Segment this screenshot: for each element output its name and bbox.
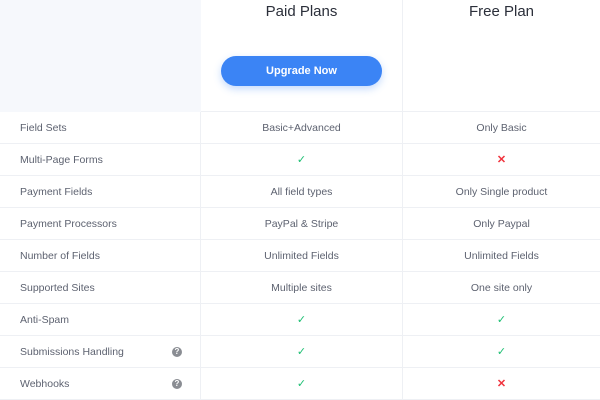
plans-header: Paid Plans Upgrade Now Free Plan — [0, 0, 600, 112]
free-cell: ✕ — [403, 144, 600, 175]
cell-value: Only Basic — [476, 121, 527, 134]
feature-cell: Anti-Spam — [0, 304, 201, 335]
feature-cell: Webhooks? — [0, 368, 201, 399]
cell-value: Only Paypal — [473, 217, 530, 230]
table-row: Submissions Handling? ✓ ✓ — [0, 336, 600, 368]
cell-value: Multiple sites — [271, 281, 332, 294]
cell-value: Only Single product — [455, 185, 548, 198]
check-icon: ✓ — [496, 314, 507, 326]
paid-cell: ✓ — [201, 336, 403, 367]
table-row: Anti-Spam ✓ ✓ — [0, 304, 600, 336]
table-row: Supported Sites Multiple sites One site on… — [0, 272, 600, 304]
cell-value: Unlimited Fields — [464, 249, 539, 262]
free-cell: ✕ — [403, 368, 600, 399]
free-cell: One site only — [403, 272, 600, 303]
header-spacer — [0, 0, 201, 112]
cell-value: All field types — [270, 185, 333, 198]
feature-label: Payment Fields — [20, 185, 93, 198]
upgrade-now-button[interactable]: Upgrade Now — [221, 56, 382, 86]
check-icon: ✓ — [296, 346, 307, 358]
cell-value: Basic+Advanced — [262, 121, 341, 134]
feature-cell: Supported Sites — [0, 272, 201, 303]
free-plan-column: Free Plan — [403, 0, 600, 112]
feature-cell: Payment Fields — [0, 176, 201, 207]
feature-label: Webhooks — [20, 377, 70, 390]
check-icon: ✓ — [296, 378, 307, 390]
feature-cell: Multi-Page Forms — [0, 144, 201, 175]
check-icon: ✓ — [496, 346, 507, 358]
feature-label: Number of Fields — [20, 249, 100, 262]
feature-label: Multi-Page Forms — [20, 153, 103, 166]
help-icon[interactable]: ? — [172, 379, 182, 389]
table-row: Multi-Page Forms ✓ ✕ — [0, 144, 600, 176]
cross-icon: ✕ — [496, 378, 507, 390]
feature-label: Supported Sites — [20, 281, 95, 294]
paid-cell: ✓ — [201, 144, 403, 175]
feature-cell: Submissions Handling? — [0, 336, 201, 367]
table-row: Webhooks? ✓ ✕ — [0, 368, 600, 400]
paid-cell: All field types — [201, 176, 403, 207]
paid-cell: ✓ — [201, 368, 403, 399]
table-row: Field Sets Basic+Advanced Only Basic — [0, 112, 600, 144]
feature-label: Field Sets — [20, 121, 67, 134]
cell-value: One site only — [470, 281, 533, 294]
feature-label: Submissions Handling — [20, 345, 124, 358]
cross-icon: ✕ — [496, 154, 507, 166]
paid-cell: Basic+Advanced — [201, 112, 403, 143]
free-cell: Unlimited Fields — [403, 240, 600, 271]
feature-cell: Payment Processors — [0, 208, 201, 239]
paid-cell: Multiple sites — [201, 272, 403, 303]
paid-plan-title: Paid Plans — [265, 3, 338, 20]
paid-cell: ✓ — [201, 304, 403, 335]
check-icon: ✓ — [296, 154, 307, 166]
feature-cell: Field Sets — [0, 112, 201, 143]
comparison-table: Field Sets Basic+Advanced Only Basic Multi-… — [0, 112, 600, 400]
free-cell: Only Single product — [403, 176, 600, 207]
paid-cell: Unlimited Fields — [201, 240, 403, 271]
feature-label: Anti-Spam — [20, 313, 70, 326]
help-icon[interactable]: ? — [172, 347, 182, 357]
cell-value: PayPal & Stripe — [264, 217, 339, 230]
cell-value: Unlimited Fields — [264, 249, 339, 262]
table-row: Payment Fields All field types Only Single… — [0, 176, 600, 208]
table-row: Payment Processors PayPal & Stripe Only Pa… — [0, 208, 600, 240]
feature-label: Payment Processors — [20, 217, 117, 230]
free-cell: ✓ — [403, 304, 600, 335]
paid-cell: PayPal & Stripe — [201, 208, 403, 239]
free-cell: Only Basic — [403, 112, 600, 143]
feature-cell: Number of Fields — [0, 240, 201, 271]
table-row: Number of Fields Unlimited Fields Unlimite… — [0, 240, 600, 272]
check-icon: ✓ — [296, 314, 307, 326]
free-cell: Only Paypal — [403, 208, 600, 239]
free-plan-title: Free Plan — [468, 3, 535, 20]
free-cell: ✓ — [403, 336, 600, 367]
paid-plan-column: Paid Plans Upgrade Now — [201, 0, 403, 112]
